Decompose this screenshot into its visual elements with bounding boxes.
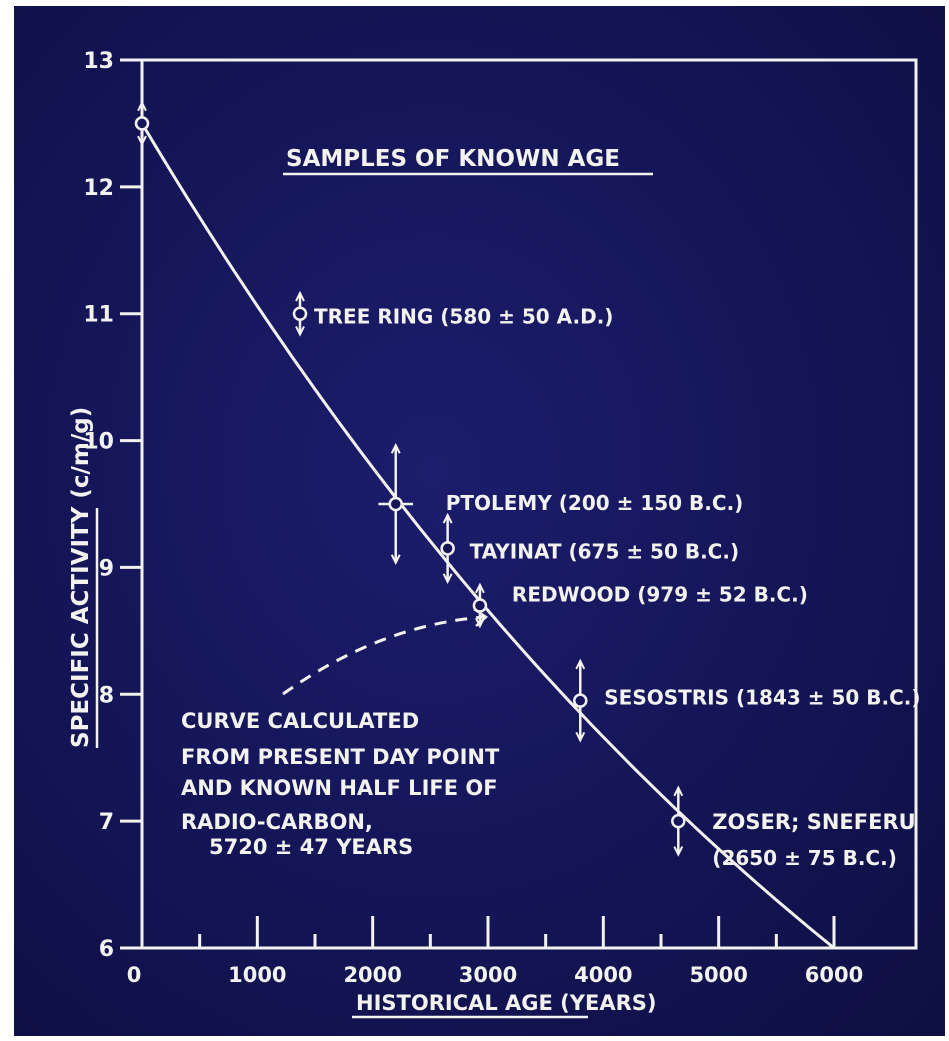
error-arrow-up (673, 785, 684, 797)
point-label: REDWOOD (979 ± 52 B.C.) (512, 582, 808, 606)
error-arrow-down (295, 325, 305, 337)
point-label: TAYINAT (675 ± 50 B.C.) (470, 539, 739, 563)
data-point (671, 785, 686, 857)
y-tick-label: 11 (83, 303, 114, 328)
y-tick-label: 8 (99, 683, 114, 708)
error-arrow-up (137, 100, 147, 112)
data-point (292, 290, 308, 337)
data-point (134, 100, 150, 147)
data-marker (292, 306, 308, 321)
point-label: PTOLEMY (200 ± 150 B.C.) (446, 491, 744, 515)
data-point (378, 443, 414, 565)
point-label-detail: (2650 ± 75 B.C.) (712, 846, 897, 870)
y-tick-label: 6 (99, 937, 114, 962)
y-axis-label: SPECIFIC ACTIVITY (c/m/g) (68, 407, 94, 748)
data-marker (134, 116, 150, 131)
x-tick-label: 1000 (228, 963, 286, 987)
data-point (440, 512, 455, 585)
x-tick-label: 0 (127, 963, 142, 987)
point-label: ZOSER; SNEFERU (712, 810, 915, 834)
annotation-pointer (282, 615, 485, 696)
error-arrow-down (575, 731, 586, 743)
curve-annotation-line: AND KNOWN HALF LIFE OF (181, 776, 498, 800)
curve-annotation-line: 5720 ± 47 YEARS (209, 835, 413, 859)
chart-background (14, 6, 945, 1036)
curve-annotation-line: FROM PRESENT DAY POINT (181, 745, 500, 769)
data-marker (440, 541, 455, 556)
error-arrow-down (442, 573, 453, 585)
x-tick-label: 4000 (574, 963, 632, 987)
plot-frame (140, 58, 918, 950)
y-tick-label: 10 (83, 430, 114, 455)
x-axis-label: HISTORICAL AGE (YEARS) (356, 991, 656, 1015)
error-arrow-down (673, 846, 684, 857)
curve-annotation-line: RADIO-CARBON, (181, 810, 373, 834)
error-arrow-down (390, 554, 401, 565)
x-tick-label: 6000 (805, 963, 863, 987)
y-tick-label: 12 (83, 176, 114, 201)
error-arrow-up (575, 658, 586, 670)
error-arrow-up (295, 290, 305, 302)
annotation-pointer-arrow (473, 607, 489, 627)
error-arrow-down (137, 135, 147, 147)
x-tick-label: 5000 (689, 963, 747, 987)
point-label: SESOSTRIS (1843 ± 50 B.C.) (604, 686, 920, 710)
x-tick-label: 2000 (343, 963, 401, 987)
error-arrow-up (390, 443, 401, 454)
data-marker (671, 813, 686, 829)
error-arrow-up (442, 512, 453, 524)
data-marker (388, 496, 403, 512)
error-arrow-up (475, 582, 485, 594)
data-marker (573, 693, 588, 708)
decay-curve (140, 122, 835, 950)
chart-title: SAMPLES OF KNOWN AGE (286, 146, 620, 172)
curve-annotation-line: CURVE CALCULATED (181, 709, 419, 733)
y-tick-label: 9 (99, 556, 114, 581)
y-axis-label-group: SPECIFIC ACTIVITY (c/m/g) (68, 407, 99, 748)
data-point (573, 658, 588, 743)
y-tick-label: 13 (83, 49, 114, 74)
y-tick-label: 7 (99, 810, 114, 835)
x-tick-label: 3000 (459, 963, 517, 987)
point-label: TREE RING (580 ± 50 A.D.) (314, 305, 613, 329)
